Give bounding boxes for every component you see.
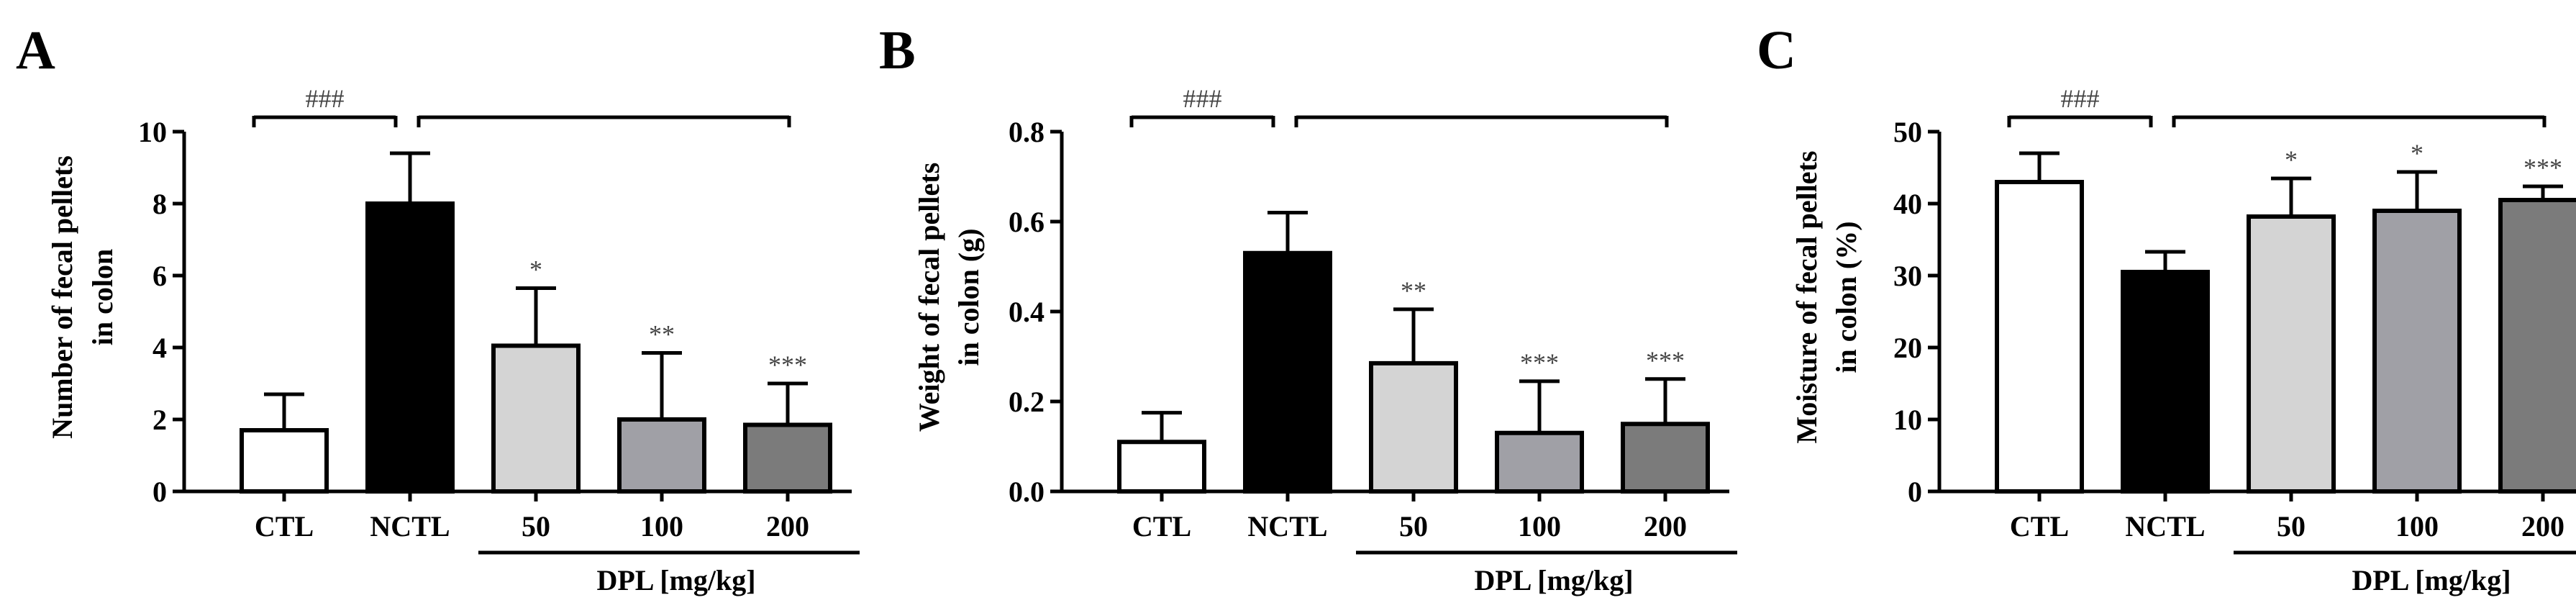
category-label: 50	[1399, 510, 1428, 542]
y-tick-label: 30	[1893, 260, 1922, 292]
significance-marker: *	[2411, 139, 2423, 168]
y-tick-label: 0.6	[1009, 206, 1044, 238]
category-label: NCTL	[2125, 510, 2205, 542]
bar	[491, 343, 581, 494]
comparison-label: ###	[2061, 84, 2100, 113]
significance-marker: ***	[768, 350, 807, 379]
y-tick-label: 50	[1893, 116, 1922, 148]
panel-letter: C	[1757, 20, 1796, 81]
bar	[1117, 440, 1206, 494]
y-tick-label: 0	[1908, 476, 1922, 508]
y-tick-label: 0.4	[1009, 296, 1044, 328]
bar	[2247, 214, 2336, 494]
y-tick-label: 0.2	[1009, 386, 1044, 418]
group-label: DPL [mg/kg]	[2352, 564, 2511, 596]
bar	[1243, 250, 1332, 494]
significance-marker: ***	[1520, 348, 1559, 377]
bar	[2498, 198, 2576, 494]
category-label: 100	[1518, 510, 1561, 542]
bar	[2372, 209, 2462, 494]
y-axis-title-line: Moisture of fecal pellets	[1790, 151, 1823, 444]
panel-b: B Weight of fecal pellets in colon (g) 0.0 0…	[879, 20, 1737, 596]
y-tick-label: 0	[153, 476, 167, 508]
category-label: NCTL	[1247, 510, 1327, 542]
y-axis-title-line: in colon	[86, 249, 119, 345]
y-tick-label: 2	[153, 404, 167, 436]
category-label: 200	[766, 510, 809, 542]
y-axis-title-line: Weight of fecal pellets	[913, 163, 945, 432]
y-tick-label: 4	[153, 332, 167, 364]
bar	[240, 428, 329, 494]
y-tick-label: 0.0	[1009, 476, 1044, 508]
category-label: 100	[2395, 510, 2439, 542]
bar	[743, 422, 832, 494]
category-label: 200	[1644, 510, 1687, 542]
y-tick-label: 6	[153, 260, 167, 292]
category-label: NCTL	[370, 510, 450, 542]
category-label: 200	[2521, 510, 2564, 542]
category-label: 100	[640, 510, 683, 542]
significance-marker: **	[649, 320, 675, 349]
significance-marker: *	[529, 255, 542, 284]
bar	[365, 201, 455, 494]
group-label: DPL [mg/kg]	[596, 564, 755, 596]
category-label: CTL	[2010, 510, 2069, 542]
bar	[1621, 422, 1710, 494]
panel-letter: B	[879, 20, 916, 81]
significance-marker: ***	[2523, 153, 2562, 182]
category-label: CTL	[255, 510, 314, 542]
y-tick-label: 8	[153, 188, 167, 220]
significance-marker: *	[2285, 145, 2298, 174]
group-label: DPL [mg/kg]	[1474, 564, 1633, 596]
y-axis-title-line: in colon (%)	[1830, 221, 1862, 373]
bar	[2121, 270, 2210, 494]
category-label: CTL	[1132, 510, 1191, 542]
panel-a: A Number of fecal pellets in colon 0 2 4 6 8 10 C…	[16, 20, 860, 596]
bar	[1369, 360, 1458, 494]
y-tick-label: 10	[138, 116, 167, 148]
panel-letter: A	[16, 20, 55, 81]
comparison-label: ###	[1183, 84, 1222, 113]
y-tick-label: 0.8	[1009, 116, 1044, 148]
y-axis-title-line: Number of fecal pellets	[46, 155, 78, 439]
panel-c: C Moisture of fecal pellets in colon (%) 0 1…	[1757, 20, 2576, 596]
bar	[1495, 430, 1584, 494]
y-tick-label: 20	[1893, 332, 1922, 364]
significance-marker: ***	[1646, 346, 1685, 375]
comparison-label: ###	[306, 84, 345, 113]
y-axis-title-line: in colon (g)	[952, 228, 985, 365]
y-tick-label: 10	[1893, 404, 1922, 436]
bar	[1995, 180, 2084, 494]
category-label: 50	[522, 510, 550, 542]
y-tick-label: 40	[1893, 188, 1922, 220]
category-label: 50	[2277, 510, 2306, 542]
bar	[617, 417, 706, 494]
significance-marker: **	[1401, 276, 1426, 305]
